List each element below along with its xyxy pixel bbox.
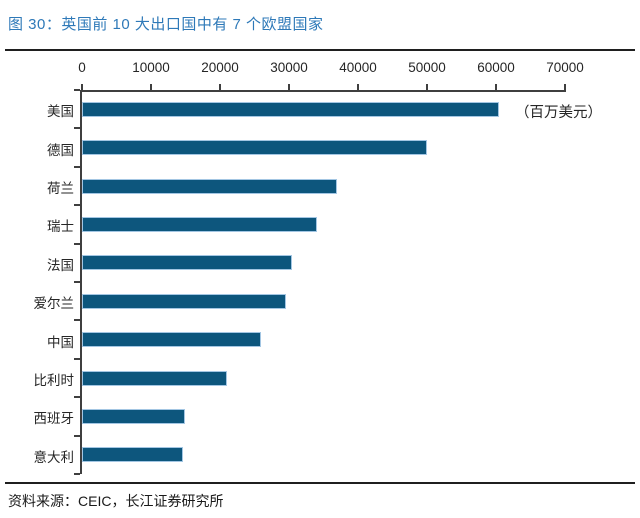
y-axis-tick [74, 396, 80, 399]
y-axis-tick [74, 242, 80, 245]
x-axis-tick-label: 70000 [546, 60, 584, 75]
x-axis-tick [426, 84, 428, 90]
x-axis-tick [219, 84, 221, 90]
x-axis-line [81, 90, 566, 92]
x-axis-tick-label: 20000 [201, 60, 239, 75]
unit-label: （百万美元） [515, 105, 602, 121]
y-axis-line [80, 90, 82, 474]
x-axis-tick-label: 40000 [339, 60, 377, 75]
category-label: 荷兰 [47, 181, 74, 196]
x-axis-tick [495, 84, 497, 90]
x-axis-tick-label: 0 [78, 60, 86, 75]
chart-bar [82, 101, 500, 117]
x-axis-tick [81, 84, 83, 90]
category-label: 西班牙 [33, 411, 75, 427]
x-axis-tick-label: 30000 [270, 60, 308, 75]
y-axis-tick [74, 281, 80, 283]
source-text: 资料来源：CEIC，长江证券研究所 [8, 493, 224, 509]
page-title: 图 30：英国前 10 大出口国中有 7 个欧盟国家 [8, 16, 324, 33]
chart-bar [82, 178, 338, 194]
x-axis-tick [150, 84, 152, 90]
title-divider [5, 49, 635, 51]
category-label: 意大利 [33, 449, 75, 465]
y-axis-tick [74, 357, 80, 360]
chart-bar [82, 447, 183, 463]
x-axis-tick-label: 60000 [477, 60, 515, 75]
category-label: 美国 [47, 104, 74, 120]
x-axis-tick-label: 10000 [132, 60, 170, 75]
category-label: 中国 [47, 334, 74, 350]
x-axis-tick [288, 84, 290, 90]
chart-bar [82, 332, 262, 348]
chart-bar [82, 370, 227, 386]
y-axis-tick [74, 204, 80, 207]
category-label: 爱尔兰 [33, 296, 75, 312]
y-axis-tick [74, 434, 80, 437]
y-axis-tick [74, 473, 80, 475]
x-axis-tick-label: 50000 [408, 60, 446, 75]
x-axis-tick [564, 84, 566, 90]
y-axis-tick [74, 165, 80, 168]
category-label: 法国 [47, 257, 74, 273]
y-axis-tick [74, 127, 80, 130]
category-label: 比利时 [33, 373, 75, 388]
source-divider [5, 482, 635, 484]
category-label: 德国 [47, 142, 74, 158]
chart-bar [82, 216, 317, 232]
x-axis-tick [357, 84, 359, 90]
chart-bar [82, 255, 293, 271]
chart-bar [82, 408, 185, 424]
y-axis-tick [74, 319, 80, 322]
chart-bar [82, 293, 286, 309]
category-label: 瑞士 [47, 219, 74, 235]
y-axis-tick [74, 89, 80, 91]
chart-bar [82, 140, 427, 156]
